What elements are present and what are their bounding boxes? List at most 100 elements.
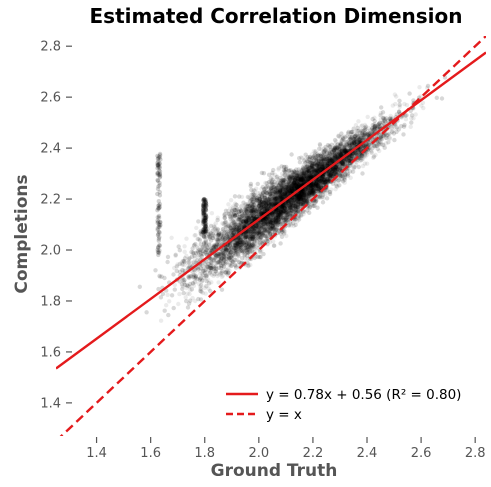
scatter-point xyxy=(280,189,285,194)
scatter-point xyxy=(219,256,225,261)
scatter-point xyxy=(337,174,342,179)
scatter-point xyxy=(366,142,371,147)
scatter-point xyxy=(217,241,222,246)
scatter-point xyxy=(288,198,294,203)
scatter-point xyxy=(249,226,255,232)
scatter-point xyxy=(295,196,301,202)
scatter-point xyxy=(353,139,359,145)
scatter-point xyxy=(221,253,226,258)
scatter-point xyxy=(278,190,283,196)
scatter-point xyxy=(304,199,309,204)
scatter-point xyxy=(353,139,358,144)
scatter-point xyxy=(325,180,330,185)
scatter-point xyxy=(253,226,258,231)
scatter-point xyxy=(233,252,238,258)
scatter-point xyxy=(264,219,270,224)
scatter-point xyxy=(255,181,260,187)
scatter-point xyxy=(357,133,362,138)
scatter-point xyxy=(271,198,276,203)
scatter-point xyxy=(333,164,339,169)
scatter-point xyxy=(294,182,299,187)
scatter-point xyxy=(299,212,304,217)
scatter-point xyxy=(259,226,265,231)
scatter-point xyxy=(319,166,324,171)
scatter-point xyxy=(281,187,287,192)
scatter-point xyxy=(258,194,263,199)
scatter-point xyxy=(311,189,317,194)
scatter-point xyxy=(396,109,402,114)
scatter-point xyxy=(278,209,283,214)
scatter-point xyxy=(287,185,292,190)
scatter-point xyxy=(199,271,205,277)
scatter-point xyxy=(284,207,289,213)
scatter-point xyxy=(287,204,292,209)
scatter-point xyxy=(279,188,285,194)
scatter-point xyxy=(303,188,308,193)
scatter-point xyxy=(278,194,284,199)
scatter-point xyxy=(297,156,302,161)
scatter-point xyxy=(274,208,279,213)
chart-title: Estimated Correlation Dimension xyxy=(90,4,463,28)
scatter-point xyxy=(238,221,243,226)
scatter-point xyxy=(289,203,294,208)
scatter-point xyxy=(272,200,278,206)
scatter-point xyxy=(316,161,322,167)
scatter-point xyxy=(281,180,286,185)
scatter-point xyxy=(278,215,283,220)
scatter-point xyxy=(298,195,303,201)
scatter-point xyxy=(271,222,276,227)
scatter-point xyxy=(355,141,360,146)
scatter-point xyxy=(274,213,279,218)
scatter-point xyxy=(294,176,299,181)
scatter-point xyxy=(253,223,259,228)
scatter-point xyxy=(275,199,280,204)
scatter-point xyxy=(246,207,252,213)
scatter-point xyxy=(389,129,395,135)
scatter-point xyxy=(243,219,249,224)
scatter-point xyxy=(296,184,301,190)
scatter-point xyxy=(182,259,187,264)
scatter-point xyxy=(277,187,282,193)
scatter-point xyxy=(300,197,305,202)
scatter-point xyxy=(289,200,294,205)
scatter-point xyxy=(340,173,345,179)
scatter-point xyxy=(274,215,279,221)
scatter-point xyxy=(264,206,270,211)
scatter-point xyxy=(315,163,320,168)
scatter-point xyxy=(220,273,226,278)
scatter-point xyxy=(200,245,205,250)
scatter-point xyxy=(285,205,290,210)
scatter-point xyxy=(274,226,279,232)
scatter-point xyxy=(193,269,198,274)
scatter-point xyxy=(273,210,279,215)
scatter-point xyxy=(303,187,308,192)
scatter-point xyxy=(287,202,293,207)
scatter-point xyxy=(270,214,275,220)
scatter-point xyxy=(294,181,300,186)
scatter-point xyxy=(254,231,259,236)
scatter-point xyxy=(309,159,314,164)
scatter-point xyxy=(279,185,285,191)
scatter-point xyxy=(316,183,321,188)
scatter-point xyxy=(248,213,253,218)
scatter-point xyxy=(299,192,304,197)
scatter-point xyxy=(302,195,307,200)
scatter-point xyxy=(264,218,269,223)
scatter-point xyxy=(191,243,197,248)
scatter-point xyxy=(298,155,304,160)
scatter-point xyxy=(317,162,323,168)
scatter-point xyxy=(280,177,285,182)
scatter-point xyxy=(321,156,326,161)
scatter-point xyxy=(298,180,304,185)
scatter-point xyxy=(314,186,319,192)
scatter-point xyxy=(186,265,191,270)
scatter-point xyxy=(345,155,350,160)
scatter-point xyxy=(299,201,305,206)
scatter-point xyxy=(250,204,255,210)
scatter-point xyxy=(309,182,314,187)
scatter-point xyxy=(310,163,315,169)
scatter-point xyxy=(246,216,251,221)
scatter-point xyxy=(367,142,372,147)
scatter-point xyxy=(229,263,234,268)
scatter-point xyxy=(334,152,340,157)
